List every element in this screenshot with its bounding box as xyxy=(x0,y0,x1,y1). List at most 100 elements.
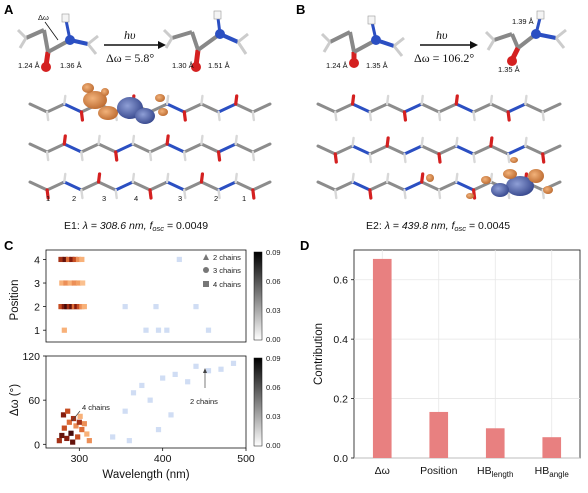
scatter-point xyxy=(164,327,170,333)
scatter-point xyxy=(155,427,162,433)
ytick-label: 0.4 xyxy=(333,334,348,346)
panel-a-photo-arrow: hυ Δω = 5.8° xyxy=(104,28,166,65)
annotation-2chains: 2 chains xyxy=(190,397,218,406)
scatter-point xyxy=(71,280,77,286)
scatter-point xyxy=(70,415,77,422)
scatter-point xyxy=(73,423,79,429)
panel-b-left-cn-length: 1.35 Å xyxy=(366,61,388,70)
scatter-point xyxy=(122,408,128,414)
scatter-point xyxy=(153,304,159,310)
panel-a-letter: A xyxy=(4,2,14,17)
scatter-point xyxy=(147,397,153,403)
xtick-label: 300 xyxy=(71,453,89,465)
panel-b-photo-arrow: hυ Δω = 106.2° xyxy=(414,28,478,65)
ytick-label: 0 xyxy=(34,439,40,451)
panel-b: B 1.24 Å 1.35 Å hυ Δω = 106.2° xyxy=(296,2,567,233)
panel-c-top-frame xyxy=(45,249,247,343)
scatter-point xyxy=(61,327,67,333)
panel-b-caption-prefix: E2: xyxy=(366,220,385,232)
panel-b-chain-1 xyxy=(316,94,562,122)
cbar-top-tick-1: 0.06 xyxy=(266,277,281,286)
scatter-point xyxy=(84,431,90,437)
panel-b-caption-fosc-sub: osc xyxy=(454,224,466,233)
legend-4-chains: 4 chains xyxy=(213,280,241,289)
cbar-top-tick-0: 0.09 xyxy=(266,248,281,257)
scatter-point xyxy=(205,368,212,374)
scatter-point xyxy=(72,256,78,263)
panel-a-chain-2 xyxy=(28,134,272,162)
panel-c-top-ylabel: Position xyxy=(9,280,21,321)
legend-triangle-icon xyxy=(203,254,209,260)
scatter-point xyxy=(64,435,70,442)
panel-d-ylabel: Contribution xyxy=(313,323,325,385)
xtick-label: 500 xyxy=(237,453,255,465)
scatter-point xyxy=(122,304,128,310)
residue-number: 1 xyxy=(46,194,50,203)
scatter-point xyxy=(75,280,82,286)
scatter-point xyxy=(60,412,67,418)
panel-c-top-colorbar-ticks: 0.09 0.06 0.03 0.00 xyxy=(266,248,281,344)
cbar-bot-tick-3: 0.00 xyxy=(266,441,281,450)
panel-b-chains xyxy=(316,94,562,200)
panel-a-left-cn-length: 1.36 Å xyxy=(60,61,82,70)
scatter-point xyxy=(77,413,83,419)
scatter-point xyxy=(59,280,65,286)
scatter-point xyxy=(67,280,73,286)
panel-b-molecule-before: 1.24 Å 1.35 Å xyxy=(320,15,405,70)
scatter-point xyxy=(59,432,65,439)
ytick-label: 4 xyxy=(34,254,40,266)
residue-number: 2 xyxy=(214,194,218,203)
panel-a-delta-omega-label: Δω = 5.8° xyxy=(106,51,154,65)
scatter-point xyxy=(155,327,162,333)
panel-c-legend: 2 chains 3 chains 4 chains xyxy=(203,253,241,289)
scatter-point xyxy=(61,425,67,431)
cbar-bot-tick-1: 0.06 xyxy=(266,383,281,392)
scatter-point xyxy=(75,256,82,263)
panel-a-molecule-before: Δω 1.24 Å 1.36 Å xyxy=(16,13,99,72)
panel-a-caption-lambda: λ = 308.6 nm, xyxy=(82,220,150,232)
panel-a-caption: E1: λ = 308.6 nm, fosc = 0.0049 xyxy=(64,220,208,233)
panel-b-right-co-length: 1.35 Å xyxy=(498,65,520,74)
scatter-point xyxy=(185,379,191,385)
panel-b-letter: B xyxy=(296,2,305,17)
panel-b-chain-2 xyxy=(316,136,562,164)
scatter-point xyxy=(76,419,82,425)
scatter-point xyxy=(205,327,212,333)
xtick-label: HBangle xyxy=(535,465,570,479)
scatter-point xyxy=(79,256,85,263)
scatter-point xyxy=(65,408,71,414)
scatter-point xyxy=(160,375,166,381)
residue-number: 3 xyxy=(178,194,182,203)
scatter-point xyxy=(193,304,199,310)
panel-d-yticks: 0.0 0.2 0.4 0.6 xyxy=(333,275,354,465)
scatter-point xyxy=(81,421,87,427)
panel-b-hv-label: hυ xyxy=(436,28,448,42)
panel-c-bottom-colorbar xyxy=(253,357,263,447)
panel-c-bottom-ylabel: Δω (°) xyxy=(9,384,21,416)
scatter-point xyxy=(126,438,132,444)
panel-a-caption-prefix: E1: xyxy=(64,220,83,232)
scatter-point xyxy=(58,256,64,263)
panel-c-bottom-frame xyxy=(45,355,247,449)
bar xyxy=(429,411,449,458)
panel-a-left-co-length: 1.24 Å xyxy=(18,61,40,70)
panel-c-bottom-points xyxy=(56,360,237,445)
panel-a-chain-3 xyxy=(28,172,272,200)
ytick-label: 1 xyxy=(34,325,40,337)
legend-2-chains: 2 chains xyxy=(213,253,241,262)
annotation-4chains: 4 chains xyxy=(82,403,110,412)
scatter-point xyxy=(63,280,69,286)
panel-b-caption-lambda: λ = 439.8 nm, xyxy=(384,220,452,232)
scatter-point xyxy=(218,366,224,372)
scatter-point xyxy=(143,327,149,333)
scatter-point xyxy=(80,280,86,286)
panel-a-right-co-length: 1.30 Å xyxy=(172,61,194,70)
scatter-point xyxy=(62,256,68,263)
panel-a-orbital-density xyxy=(82,83,168,124)
panel-a: A Δω 1.24 Å 1.36 Å hυ Δω = 5.8° xyxy=(4,2,272,233)
panel-a-omega-label: Δω xyxy=(38,13,49,22)
ytick-label: 120 xyxy=(22,351,40,363)
scatter-point xyxy=(130,390,137,396)
panel-c-top-yticks: 1 2 3 4 xyxy=(34,254,46,337)
residue-number: 2 xyxy=(72,194,76,203)
